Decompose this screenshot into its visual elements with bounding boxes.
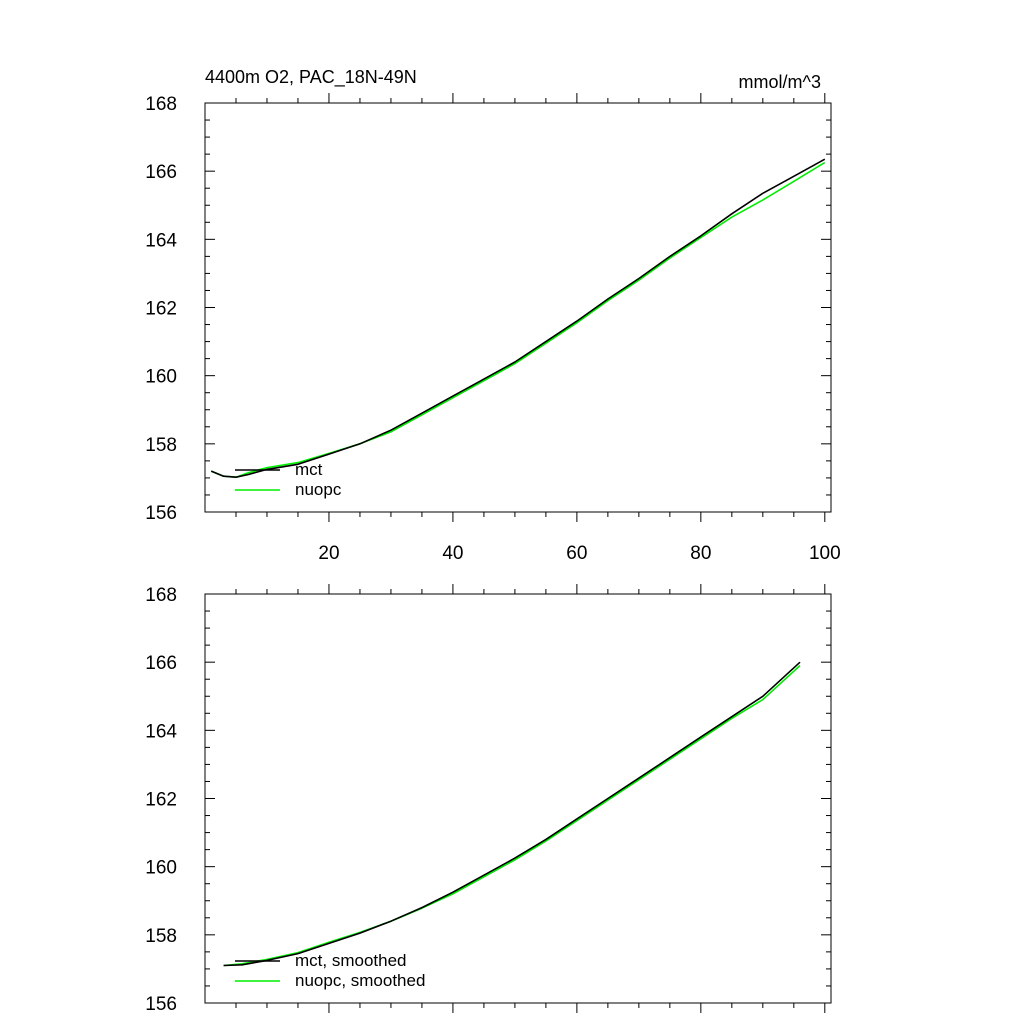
y-tick-label: 158	[145, 926, 177, 947]
series-line-0	[210, 158, 826, 479]
legend-label: mct	[295, 460, 323, 479]
plot-frame	[204, 593, 832, 1004]
y-tick-label: 162	[145, 299, 177, 320]
plot-frame	[204, 102, 832, 513]
x-tick-label: 20	[318, 543, 339, 564]
y-tick-label: 162	[145, 790, 177, 811]
y-tick-label: 168	[145, 94, 177, 115]
series-line-1	[223, 665, 801, 967]
x-tick-label: 80	[690, 543, 711, 564]
x-tick-label: 40	[442, 543, 463, 564]
y-tick-label: 164	[145, 721, 177, 742]
y-tick-label: 156	[145, 503, 177, 524]
chart-title: 4400m O2, PAC_18N-49N	[205, 67, 417, 88]
y-tick-label: 166	[145, 653, 177, 674]
y-tick-label: 168	[145, 585, 177, 606]
y-tick-label: 160	[145, 367, 177, 388]
legend-label: nuopc	[295, 480, 342, 499]
legend-label: nuopc, smoothed	[295, 971, 425, 990]
y-tick-label: 164	[145, 230, 177, 251]
series-line-0	[223, 661, 801, 967]
x-tick-label: 100	[809, 543, 841, 564]
y-tick-label: 160	[145, 858, 177, 879]
y-tick-label: 156	[145, 994, 177, 1015]
series-line-1	[210, 161, 826, 479]
top-panel: 156 158 160 162 164 166 168 20 40 60 80 100 4400m O2…	[145, 67, 840, 564]
y-tick-label: 158	[145, 435, 177, 456]
chart-units: mmol/m^3	[739, 72, 821, 92]
y-tick-label: 166	[145, 162, 177, 183]
bottom-panel: 156 158 160 162 164 166 168 mct, smoothednuopc,…	[145, 584, 832, 1015]
x-tick-label: 60	[566, 543, 587, 564]
legend-label: mct, smoothed	[295, 951, 407, 970]
